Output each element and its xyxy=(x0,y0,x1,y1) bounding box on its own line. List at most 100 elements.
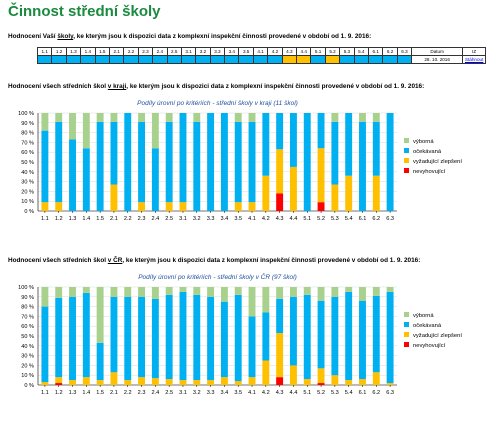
bar-segment xyxy=(276,333,284,378)
bar-segment xyxy=(110,296,118,373)
x-tick-label: 2.2 xyxy=(124,390,132,396)
bar-segment xyxy=(82,287,90,293)
bar-segment xyxy=(345,291,353,381)
bar-segment xyxy=(289,287,297,297)
criteria-header-cell: 1.1 xyxy=(36,47,53,56)
bar-segment xyxy=(165,121,173,203)
criteria-value-cell xyxy=(137,55,154,64)
bar-segment xyxy=(69,380,76,385)
bar-segment xyxy=(289,296,297,366)
bar-segment xyxy=(124,113,132,211)
bar-segment xyxy=(82,148,90,211)
criteria-header-cell: 2.3 xyxy=(137,47,154,56)
bar-segment xyxy=(179,202,187,211)
download-link[interactable]: Stáhnout xyxy=(464,57,484,62)
criteria-header-cell: 3.2 xyxy=(195,47,211,56)
bar-segment xyxy=(82,113,90,149)
y-tick-label: 20 % xyxy=(21,189,34,195)
bar-segment xyxy=(262,113,270,176)
legend-swatch xyxy=(404,168,409,173)
bar-segment xyxy=(331,375,339,385)
bar-segment xyxy=(41,202,49,211)
criteria-header-cell: 2.2 xyxy=(123,47,139,56)
legend-swatch xyxy=(404,342,409,347)
criteria-header-cell: 4.3 xyxy=(281,47,298,56)
x-tick-label: 1.2 xyxy=(55,216,63,222)
criteria-value-cell xyxy=(65,55,82,64)
bar-segment xyxy=(276,149,284,194)
bar-segment xyxy=(289,365,297,385)
criteria-value-cell xyxy=(324,55,341,64)
bar-segment xyxy=(138,113,146,122)
legend-label: výborná xyxy=(413,139,434,145)
legend-label: očekávaná xyxy=(413,323,442,329)
bar-segment xyxy=(317,300,325,369)
criteria-header-cell: 5.2 xyxy=(324,47,341,56)
bar-segment xyxy=(234,121,242,203)
criteria-header-cell: 1.2 xyxy=(51,47,67,56)
x-tick-label: 2.2 xyxy=(124,216,132,222)
criteria-value-cell xyxy=(51,55,67,64)
x-tick-label: 3.5 xyxy=(234,390,242,396)
bar-segment xyxy=(234,202,242,211)
criteria-header-cell: 4.4 xyxy=(296,47,312,56)
bar-segment xyxy=(193,121,201,211)
y-tick-label: 90 % xyxy=(21,121,34,127)
x-tick-label: 2.4 xyxy=(151,216,159,222)
criteria-value-cell xyxy=(80,55,96,64)
legend-swatch xyxy=(404,322,409,327)
bar-segment xyxy=(207,380,215,385)
y-tick-label: 50 % xyxy=(21,160,34,166)
bar-segment xyxy=(96,380,104,385)
criteria-table: 1.1 1.2 1.3 1.4 1.5 2.1 2.2 2.3 2.4 2.5 3.1 3.2 3.3 3… xyxy=(36,47,487,64)
bar-segment xyxy=(138,121,146,203)
y-tick-label: 30 % xyxy=(21,180,34,186)
criteria-value-cell xyxy=(382,55,398,64)
x-tick-label: 1.4 xyxy=(82,216,90,222)
bar-segment xyxy=(207,287,215,297)
section-school-link[interactable]: školy xyxy=(57,33,74,40)
y-tick-label: 50 % xyxy=(21,334,34,340)
bar-segment xyxy=(41,306,49,383)
x-tick-label: 5.4 xyxy=(345,390,353,396)
bar-segment xyxy=(317,287,325,301)
bar-segment xyxy=(165,287,173,295)
x-tick-label: 5.3 xyxy=(331,216,339,222)
y-tick-label: 80 % xyxy=(21,131,34,137)
criteria-header-cell: 5.3 xyxy=(339,47,355,56)
bar-segment xyxy=(372,295,380,373)
bar-segment xyxy=(386,383,394,385)
bar-segment xyxy=(234,287,242,295)
section-region-link[interactable]: v kraji xyxy=(107,83,127,90)
bar-segment xyxy=(234,294,242,382)
criteria-header-cell: 5.1 xyxy=(310,47,326,56)
legend-label: nevyhovující xyxy=(413,343,446,349)
criteria-header-cell: 6.3 xyxy=(396,47,413,56)
bar-segment xyxy=(41,382,49,385)
criteria-value-cell xyxy=(36,55,53,64)
bar-segment xyxy=(69,287,76,297)
y-tick-label: 0 % xyxy=(24,383,34,389)
bar-segment xyxy=(193,380,201,385)
section-country-link[interactable]: v ČR xyxy=(107,257,123,264)
x-tick-label: 5.2 xyxy=(317,216,325,222)
x-tick-label: 1.5 xyxy=(96,390,104,396)
bar-segment xyxy=(124,296,132,381)
bar-segment xyxy=(331,113,339,122)
bar-segment xyxy=(372,175,380,211)
bar-segment xyxy=(41,287,49,307)
bar-segment xyxy=(138,287,146,297)
x-tick-label: 3.1 xyxy=(179,390,187,396)
bar-segment xyxy=(262,287,270,313)
bar-segment xyxy=(345,175,353,211)
x-tick-label: 6.2 xyxy=(372,390,380,396)
y-tick-label: 10 % xyxy=(21,199,34,205)
bar-segment xyxy=(179,113,187,203)
x-tick-label: 5.2 xyxy=(317,390,325,396)
bar-segment xyxy=(96,113,104,122)
bar-segment xyxy=(82,377,90,385)
bar-segment xyxy=(110,121,118,185)
bar-segment xyxy=(96,342,104,381)
bar-segment xyxy=(220,287,228,302)
criteria-header-cell: 6.2 xyxy=(382,47,398,56)
